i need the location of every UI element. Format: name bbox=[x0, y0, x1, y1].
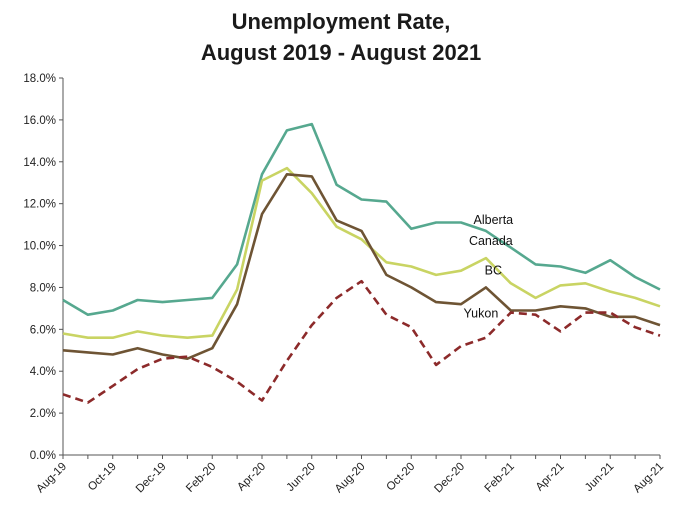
x-tick-label: Feb-21 bbox=[483, 461, 517, 495]
series-line-alberta bbox=[62, 122, 661, 316]
series-lines bbox=[62, 122, 661, 404]
series-label-yukon: Yukon bbox=[464, 306, 499, 320]
series-line-yukon bbox=[62, 279, 661, 404]
series-line-canada bbox=[62, 166, 661, 339]
x-tick-label: Oct-20 bbox=[384, 461, 417, 494]
x-tick-label: Feb-20 bbox=[184, 461, 218, 495]
x-tick-label: Aug-19 bbox=[34, 461, 69, 496]
series-label-bc: BC bbox=[485, 263, 502, 277]
y-tick-label: 4.0% bbox=[30, 366, 56, 378]
series-label-canada: Canada bbox=[469, 234, 513, 248]
y-tick-label: 2.0% bbox=[30, 408, 56, 420]
chart-title-line-1: Unemployment Rate, bbox=[232, 9, 451, 34]
x-tick-label: Oct-19 bbox=[86, 461, 119, 494]
y-tick-label: 10.0% bbox=[23, 241, 56, 253]
y-tick-label: 12.0% bbox=[23, 199, 56, 211]
y-tick-label: 8.0% bbox=[30, 282, 56, 294]
y-tick-label: 14.0% bbox=[23, 157, 56, 169]
series-label-alberta: Alberta bbox=[474, 213, 514, 227]
x-tick-label: Aug-20 bbox=[333, 461, 368, 496]
series-labels: Alberta Canada BC Yukon bbox=[464, 213, 514, 320]
y-tick-label: 16.0% bbox=[23, 115, 56, 127]
x-tick-label: Aug-21 bbox=[631, 461, 666, 496]
x-tick-label: Apr-20 bbox=[235, 461, 268, 494]
x-tick-label: Dec-19 bbox=[134, 461, 169, 496]
series-line-bc bbox=[62, 173, 661, 360]
x-tick-label: Jun-21 bbox=[583, 461, 616, 494]
x-tick-label: Dec-20 bbox=[432, 461, 467, 496]
x-tick-label: Jun-20 bbox=[285, 461, 318, 494]
y-tick-label: 6.0% bbox=[30, 324, 56, 336]
x-tick-label: Apr-21 bbox=[534, 461, 567, 494]
chart-title-line-2: August 2019 - August 2021 bbox=[201, 40, 481, 65]
y-tick-label: 0.0% bbox=[30, 450, 56, 462]
y-tick-label: 18.0% bbox=[23, 73, 56, 85]
